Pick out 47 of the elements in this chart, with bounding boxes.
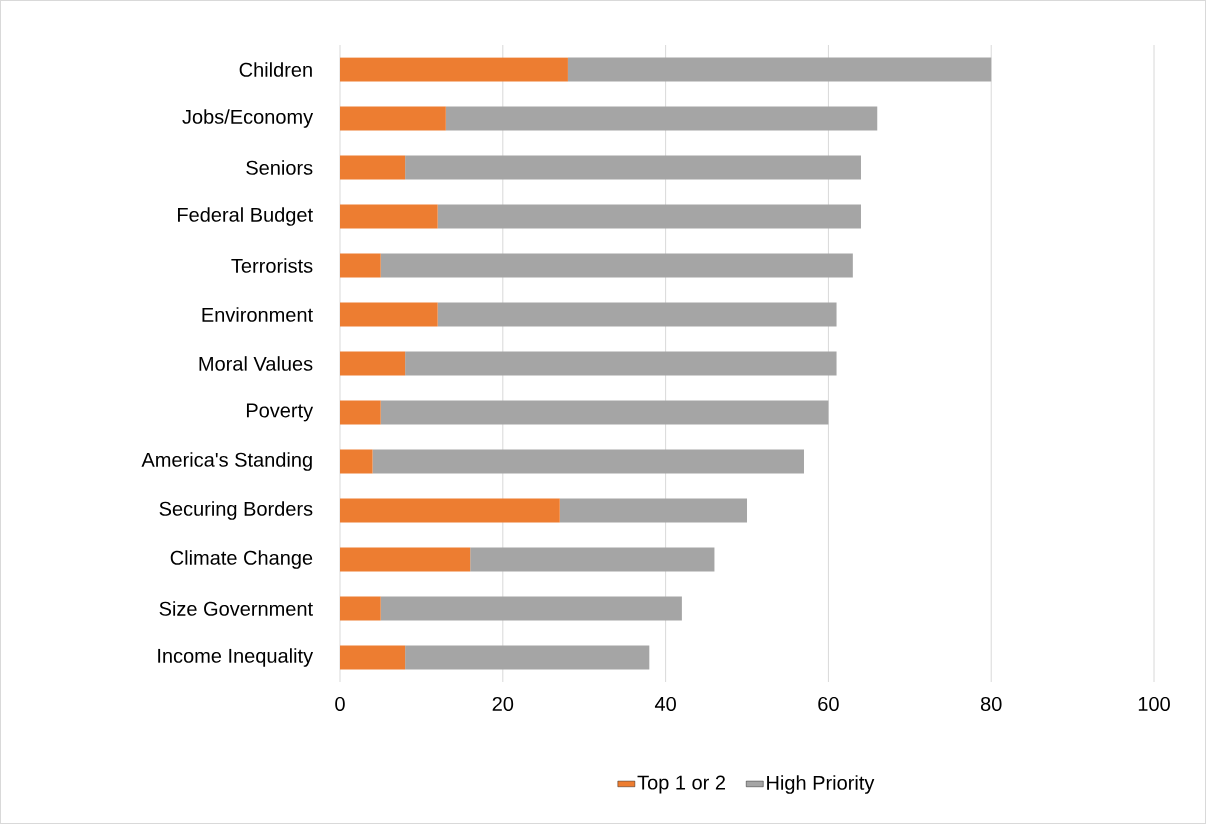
bar: [380, 596, 682, 621]
bar: [380, 253, 853, 278]
bar: [380, 400, 829, 425]
bar: [340, 253, 381, 278]
x-tick-label: 80: [980, 696, 1002, 712]
y-tick-label: Poverty: [246, 403, 314, 422]
bar: [437, 302, 837, 327]
legend-label: Top 1 or 2: [637, 775, 725, 794]
x-tick-label: 60: [818, 696, 839, 712]
x-tick-label: 0: [335, 696, 345, 712]
bar: [567, 57, 992, 82]
bar: [340, 645, 406, 670]
y-tick-label: Jobs/Economy: [182, 109, 314, 128]
bar: [437, 204, 861, 229]
y-tick-label: Children: [239, 62, 312, 77]
bar: [340, 449, 373, 474]
bar: [340, 204, 438, 229]
bar: [559, 498, 748, 523]
bar: [470, 547, 715, 572]
bar: [340, 57, 568, 82]
bar: [405, 351, 837, 376]
y-tick-label: Climate Change: [170, 550, 313, 569]
y-tick-label: Income Inequality: [158, 648, 314, 667]
bar: [372, 449, 804, 474]
x-tick-label: 20: [492, 696, 514, 712]
y-tick-label: Size Government: [159, 601, 313, 616]
y-tick-label: Seniors: [246, 160, 313, 175]
bar: [405, 155, 861, 180]
bar: [340, 547, 471, 572]
bar: [405, 645, 650, 670]
bar: [340, 155, 406, 180]
legend-label: High Priority: [767, 775, 875, 794]
y-tick-label: Moral Values: [199, 356, 313, 371]
bar: [445, 106, 878, 131]
bar: [340, 351, 406, 376]
bar: [340, 498, 560, 523]
y-tick-label: Terrorists: [231, 258, 313, 273]
bar: [340, 596, 381, 621]
y-tick-label: America's Standing: [141, 452, 312, 471]
x-tick-label: 40: [654, 696, 676, 712]
y-tick-label: Environment: [202, 307, 313, 322]
bar: [340, 400, 381, 425]
bar: [340, 106, 446, 131]
x-tick-label: 100: [1138, 696, 1170, 712]
bar: [340, 302, 438, 327]
y-tick-label: Securing Borders: [159, 501, 313, 520]
y-tick-label: Federal Budget: [178, 207, 313, 226]
